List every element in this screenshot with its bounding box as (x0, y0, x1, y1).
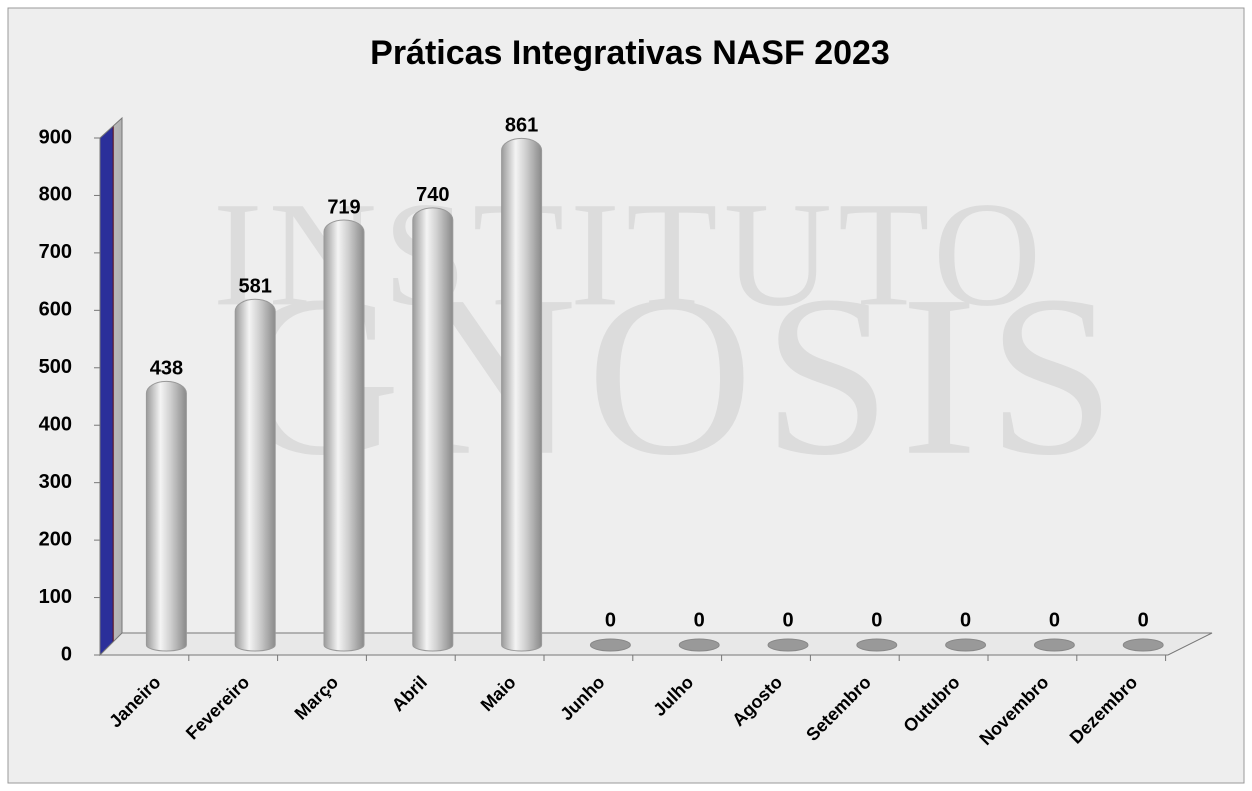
bar (945, 638, 987, 652)
bar-base (767, 638, 809, 652)
y-tick-label: 500 (39, 356, 72, 378)
bar-body (412, 207, 454, 652)
y-tick-label: 800 (39, 184, 72, 206)
bar-base (678, 638, 720, 652)
watermark: GNOSIS (235, 248, 1126, 503)
value-label: 438 (150, 358, 183, 380)
bar-body (501, 137, 543, 652)
bar (1033, 638, 1075, 652)
bar (589, 638, 631, 652)
value-label: 0 (1049, 609, 1060, 631)
bar (678, 638, 720, 652)
y-tick-label: 400 (39, 414, 72, 436)
side-wall (99, 116, 123, 657)
bar-base (945, 638, 987, 652)
value-label: 581 (239, 276, 272, 298)
chart-title: Práticas Integrativas NASF 2023 (370, 34, 890, 72)
bar (145, 380, 187, 652)
bar-body (145, 380, 187, 652)
bar (234, 298, 276, 652)
y-tick-label: 300 (39, 471, 72, 493)
value-label: 0 (782, 609, 793, 631)
bar (501, 137, 543, 652)
y-tick-label: 100 (39, 586, 72, 608)
bar-body (323, 219, 365, 652)
bar-base (589, 638, 631, 652)
value-label: 0 (605, 609, 616, 631)
value-label: 0 (871, 609, 882, 631)
value-label: 861 (505, 115, 538, 137)
value-label: 719 (327, 196, 360, 218)
y-tick-label: 0 (61, 643, 72, 665)
y-tick-label: 700 (39, 241, 72, 263)
floor (98, 632, 1213, 656)
y-tick-label: 200 (39, 528, 72, 550)
value-label: 0 (960, 609, 971, 631)
bar-base (1122, 638, 1164, 652)
bar (412, 207, 454, 652)
y-tick-label: 600 (39, 299, 72, 321)
y-tick-label: 900 (39, 126, 72, 148)
bar (767, 638, 809, 652)
bar (323, 219, 365, 652)
bar (856, 638, 898, 652)
value-label: 740 (416, 184, 449, 206)
bar-base (856, 638, 898, 652)
bar-body (234, 298, 276, 652)
bar (1122, 638, 1164, 652)
bar-base (1033, 638, 1075, 652)
value-label: 0 (694, 609, 705, 631)
value-label: 0 (1138, 609, 1149, 631)
